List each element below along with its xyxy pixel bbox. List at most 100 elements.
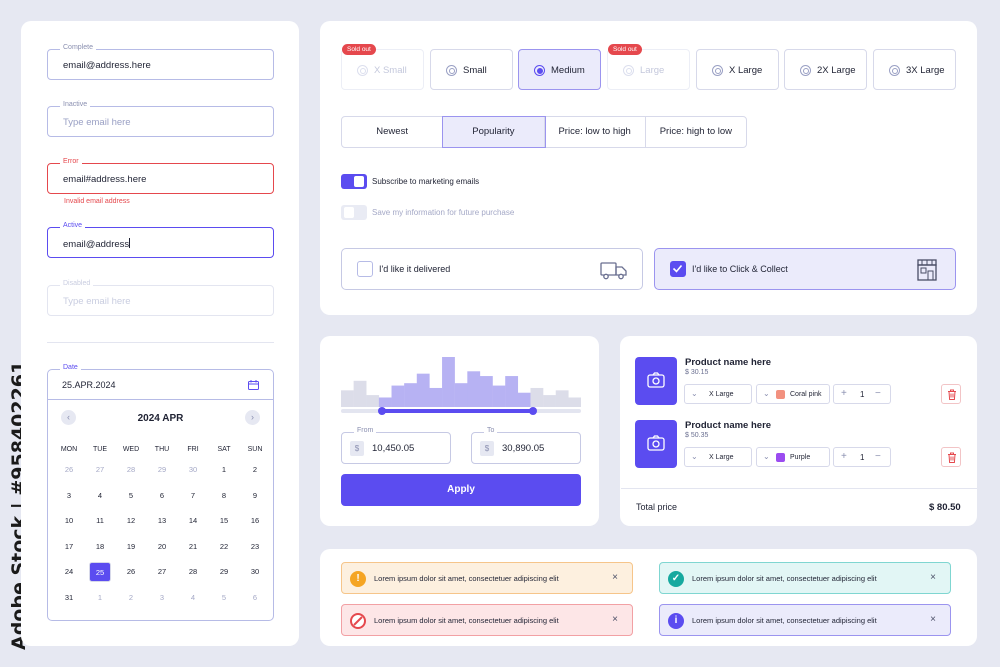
next-month-button[interactable]: › — [245, 410, 260, 425]
close-icon[interactable]: × — [930, 572, 936, 583]
price-from-input[interactable]: From $ 10,450.05 — [341, 427, 451, 464]
delete-button[interactable] — [941, 447, 961, 467]
calendar-day[interactable]: 18 — [95, 541, 105, 551]
sort-option[interactable]: Price: high to low — [659, 126, 733, 137]
sort-option[interactable]: Newest — [342, 117, 444, 147]
size-option[interactable]: Medium — [518, 49, 601, 90]
close-icon[interactable]: × — [930, 614, 936, 625]
plus-icon[interactable]: + — [841, 451, 847, 462]
quantity-stepper[interactable]: +1 − — [833, 447, 891, 467]
calendar-day[interactable]: 2 — [252, 465, 258, 474]
size-option[interactable]: 2X Large — [784, 49, 867, 90]
marketing-toggle[interactable] — [341, 174, 367, 189]
calendar-day[interactable]: 1 — [221, 465, 227, 474]
check-circle-icon: ✓ — [668, 571, 684, 587]
cart-card — [620, 336, 977, 526]
size-option[interactable]: Small — [430, 49, 513, 90]
checkbox[interactable] — [357, 261, 373, 277]
calendar-day[interactable]: 22 — [219, 541, 229, 551]
plus-icon[interactable]: + — [841, 388, 847, 399]
size-select[interactable]: ⌄ X Large — [684, 447, 752, 467]
email-field-error[interactable]: Error email#address.here — [47, 158, 274, 194]
calendar-day-selected[interactable]: 25 — [89, 562, 111, 582]
size-select[interactable]: ⌄ X Large — [684, 384, 752, 404]
click-collect-label: I'd like to Click & Collect — [692, 264, 788, 274]
calendar-day[interactable]: 28 — [188, 567, 198, 576]
calendar-day[interactable]: 7 — [190, 490, 196, 500]
calendar-day[interactable]: 31 — [64, 592, 74, 602]
calendar-day[interactable]: 1 — [97, 592, 103, 602]
calendar-day[interactable]: 19 — [126, 541, 136, 551]
toggle-knob — [354, 176, 364, 187]
calendar-day[interactable]: 29 — [219, 567, 229, 576]
color-select[interactable]: ⌄ Coral pink — [756, 384, 830, 404]
date-input[interactable]: 25.APR.2024 — [62, 380, 116, 390]
calendar-day[interactable]: 3 — [66, 490, 72, 500]
calendar-day[interactable]: 8 — [221, 490, 227, 500]
date-label: Date — [60, 364, 81, 371]
max-handle[interactable] — [529, 407, 537, 415]
calendar-day[interactable]: 15 — [219, 516, 229, 525]
minus-icon[interactable]: − — [875, 451, 881, 462]
calendar-day[interactable]: 5 — [221, 592, 227, 602]
prev-month-button[interactable]: ‹ — [61, 410, 76, 425]
calendar-day[interactable]: 20 — [157, 541, 167, 551]
calendar-day[interactable]: 9 — [252, 490, 258, 500]
product-thumbnail[interactable] — [635, 420, 677, 468]
sold-out-badge: Sold out — [608, 44, 642, 55]
email-field-inactive[interactable]: Inactive Type email here — [47, 101, 274, 137]
minus-icon[interactable]: − — [875, 388, 881, 399]
calendar-day[interactable]: 30 — [250, 567, 260, 576]
save-info-toggle[interactable] — [341, 205, 367, 220]
histogram-bar — [467, 371, 481, 407]
size-option[interactable]: 3X Large — [873, 49, 956, 90]
calendar-day[interactable]: 21 — [188, 541, 198, 551]
sort-option[interactable]: Price: low to high — [545, 117, 646, 147]
calendar-day[interactable]: 26 — [64, 465, 74, 474]
calendar-icon[interactable] — [248, 380, 259, 390]
calendar-day[interactable]: 28 — [126, 465, 136, 474]
check-icon — [672, 264, 683, 273]
min-handle[interactable] — [377, 407, 386, 415]
calendar-day[interactable]: 10 — [64, 516, 74, 525]
email-field-complete[interactable]: Complete email@address.here — [47, 44, 274, 80]
close-icon[interactable]: × — [612, 572, 618, 583]
calendar-day[interactable]: 6 — [252, 592, 258, 602]
delivery-option[interactable]: I'd like it delivered — [341, 248, 643, 290]
calendar-day[interactable]: 4 — [190, 592, 196, 602]
calendar-day[interactable]: 30 — [188, 465, 198, 474]
size-option[interactable]: X Large — [696, 49, 779, 90]
calendar-day[interactable]: 29 — [157, 465, 167, 474]
alert-message: Lorem ipsum dolor sit amet, consectetuer… — [374, 574, 559, 583]
calendar-day[interactable]: 11 — [96, 516, 104, 525]
calendar-day[interactable]: 14 — [188, 516, 198, 525]
click-collect-option[interactable]: I'd like to Click & Collect — [654, 248, 956, 290]
calendar-day[interactable]: 13 — [157, 516, 167, 525]
price-to-input[interactable]: To $ 30,890.05 — [471, 427, 581, 464]
calendar-day[interactable]: 23 — [250, 541, 260, 551]
calendar-day[interactable]: 3 — [159, 592, 165, 602]
calendar-day[interactable]: 16 — [250, 516, 260, 525]
checkbox-checked[interactable] — [670, 261, 686, 277]
price-range-slider[interactable] — [341, 407, 581, 415]
email-field-active[interactable]: Active email@address — [47, 222, 274, 258]
close-icon[interactable]: × — [612, 614, 618, 625]
product-thumbnail[interactable] — [635, 357, 677, 405]
calendar-day[interactable]: 17 — [64, 541, 74, 551]
from-value: 10,450.05 — [372, 443, 415, 454]
apply-button[interactable]: Apply — [341, 474, 581, 506]
calendar-day[interactable]: 5 — [128, 490, 134, 500]
calendar-day[interactable]: 6 — [159, 490, 165, 500]
quantity-stepper[interactable]: +1 − — [833, 384, 891, 404]
calendar-day[interactable]: 12 — [126, 516, 136, 525]
sort-option[interactable]: Popularity — [442, 116, 546, 148]
calendar-day[interactable]: 26 — [126, 567, 136, 576]
calendar-day[interactable]: 27 — [95, 465, 105, 474]
calendar-day[interactable]: 24 — [64, 567, 74, 576]
calendar-day[interactable]: 2 — [128, 592, 134, 602]
calendar-day[interactable]: 27 — [157, 567, 167, 576]
delete-button[interactable] — [941, 384, 961, 404]
color-select[interactable]: ⌄ Purple — [756, 447, 830, 467]
alert-error: Lorem ipsum dolor sit amet, consectetuer… — [341, 604, 633, 636]
calendar-day[interactable]: 4 — [97, 490, 103, 500]
